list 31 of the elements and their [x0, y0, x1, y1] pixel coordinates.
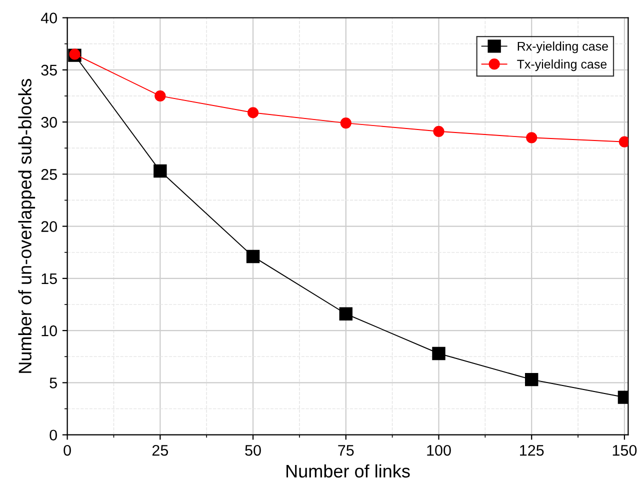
y-tick-label: 15 [42, 273, 57, 284]
point [526, 132, 538, 144]
y-tick-label: 40 [40, 12, 57, 24]
x-tick-label: 125 [520, 444, 544, 456]
y-tick-label: 0 [50, 430, 57, 441]
point [618, 136, 628, 148]
x-tick-label: 0 [64, 444, 71, 456]
y-tick-label: 30 [41, 116, 57, 128]
x-tick-label: 75 [338, 445, 354, 456]
x-tick-label: 25 [152, 444, 168, 456]
point [433, 126, 444, 137]
y-tick-label: 5 [50, 378, 57, 388]
point [154, 164, 167, 178]
point [340, 118, 352, 129]
x-axis-title: Number of links [286, 464, 410, 478]
y-tick-label: 25 [41, 169, 57, 180]
point [246, 250, 260, 264]
y-tick-label: 35 [41, 64, 57, 76]
x-tick-label: 100 [427, 444, 451, 456]
point [432, 346, 446, 360]
y-tick-label: 10 [42, 325, 57, 336]
point [525, 372, 538, 386]
point [247, 107, 259, 118]
legend-label: Tx-yielding case [517, 59, 607, 72]
y-axis-title: Number of un-overlapped sub-blocks [18, 78, 36, 373]
x-tick-label: 50 [245, 444, 261, 456]
point [154, 90, 166, 102]
point [339, 307, 352, 320]
y-tick-label: 20 [41, 221, 57, 232]
x-tick-label: 150 [612, 444, 637, 456]
legend-label: Rx-yielding case [518, 42, 608, 54]
